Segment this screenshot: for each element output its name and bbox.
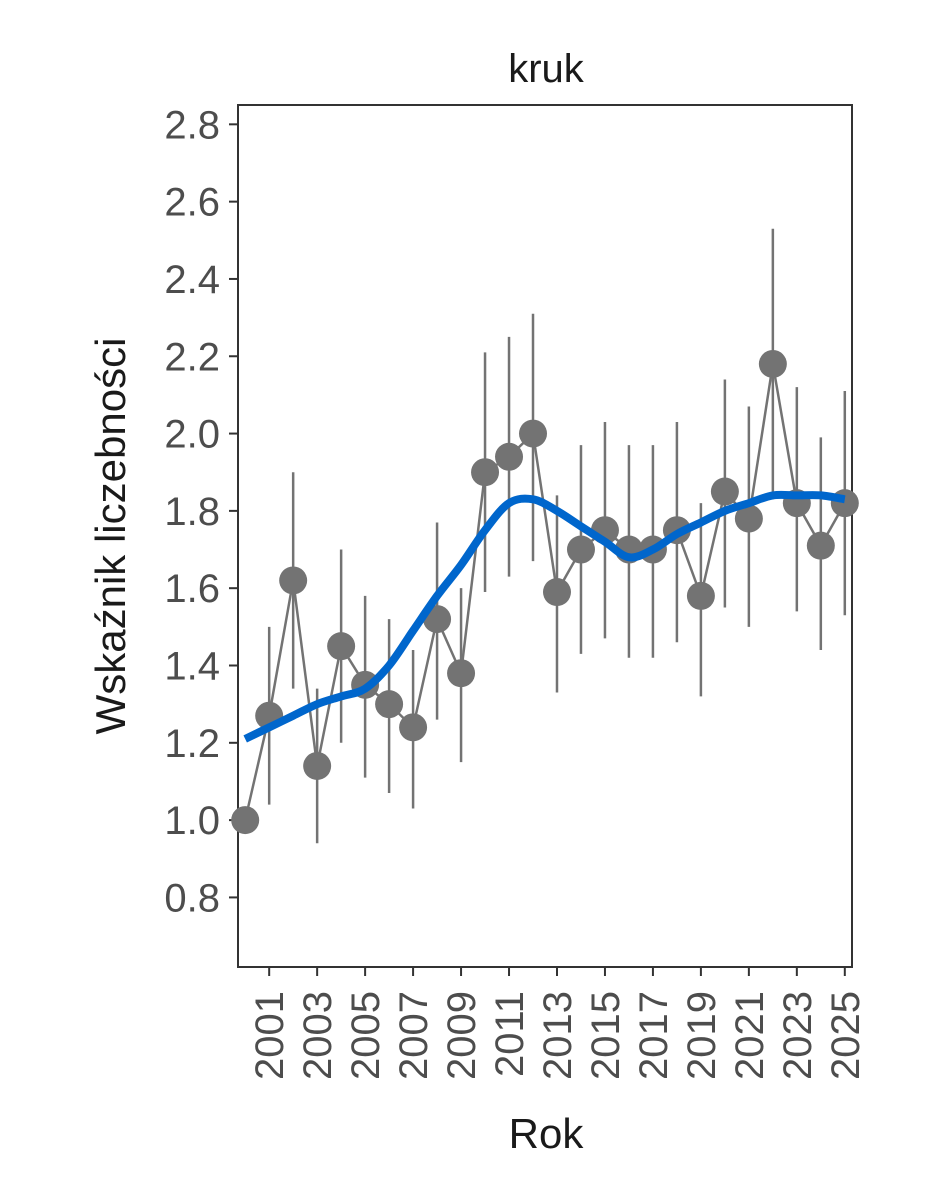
data-point xyxy=(519,419,548,448)
y-axis-title: Wskaźnik liczebności xyxy=(87,338,134,735)
data-point xyxy=(566,535,595,564)
y-axis: 0.8 1.0 1.2 1.4 1.6 1.8 2.0 2.2 2.4 2.6 2.8 xyxy=(164,103,238,920)
data-point xyxy=(279,566,308,595)
data-points xyxy=(231,349,859,835)
x-tick-label: 2013 xyxy=(536,991,580,1080)
data-point xyxy=(447,659,476,688)
y-tick-label: 2.2 xyxy=(164,335,220,379)
y-tick-label: 2.6 xyxy=(164,181,220,225)
data-point xyxy=(734,504,763,533)
y-tick-label: 2.0 xyxy=(164,413,220,457)
data-point xyxy=(375,690,404,719)
data-point xyxy=(471,458,500,487)
data-point xyxy=(399,713,428,742)
y-tick-label: 0.8 xyxy=(164,876,220,920)
y-tick-label: 1.6 xyxy=(164,567,220,611)
x-tick-label: 2001 xyxy=(248,991,292,1080)
plot-panel xyxy=(237,104,853,968)
data-point xyxy=(327,632,356,661)
x-tick-label: 2015 xyxy=(584,991,628,1080)
chart-title: kruk xyxy=(508,47,585,91)
y-tick-label: 1.0 xyxy=(164,799,220,843)
data-point xyxy=(542,578,571,607)
x-tick-label: 2025 xyxy=(824,991,868,1080)
y-tick-label: 1.4 xyxy=(164,644,220,688)
data-point xyxy=(806,531,835,560)
trend-line xyxy=(243,490,846,743)
y-tick-label: 1.8 xyxy=(164,490,220,534)
data-point xyxy=(686,581,715,610)
x-tick-label: 2019 xyxy=(680,991,724,1080)
x-tick-label: 2007 xyxy=(392,991,436,1080)
data-point xyxy=(231,806,260,835)
x-tick-label: 2009 xyxy=(440,991,484,1080)
x-tick-label: 2021 xyxy=(728,991,772,1080)
y-tick-label: 2.8 xyxy=(164,103,220,147)
x-tick-label: 2023 xyxy=(776,991,820,1080)
data-point xyxy=(710,477,739,506)
x-tick-label: 2017 xyxy=(632,991,676,1080)
x-tick-label: 2011 xyxy=(488,991,532,1077)
y-tick-label: 2.4 xyxy=(164,258,220,302)
data-point xyxy=(758,349,787,378)
trend-line-group xyxy=(243,490,846,743)
data-point xyxy=(303,751,332,780)
y-tick-label: 1.2 xyxy=(164,722,220,766)
x-tick-label: 2005 xyxy=(344,991,388,1080)
x-axis-title: Rok xyxy=(509,1110,585,1157)
data-point xyxy=(495,442,524,471)
x-tick-label: 2003 xyxy=(296,991,340,1080)
x-axis: 2001 2003 2005 2007 2009 2011 2013 2015 2017 2019… xyxy=(248,967,868,1080)
data-point xyxy=(830,489,859,518)
